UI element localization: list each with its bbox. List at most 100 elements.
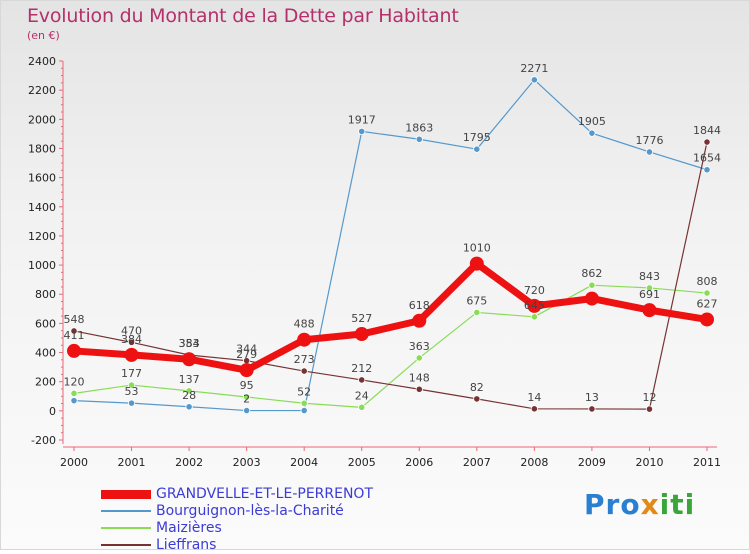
data-point: [415, 385, 423, 393]
series-layer: [67, 76, 714, 415]
data-point: [588, 129, 596, 137]
data-label: 645: [524, 299, 545, 312]
chart-subtitle: (en €): [27, 29, 60, 42]
legend: GRANDVELLE-ET-LE-PERRENOT Bourguignon-lès…: [101, 486, 431, 554]
y-tick-label: 600: [35, 317, 56, 330]
data-point: [127, 338, 136, 346]
x-tick-label: 2007: [463, 456, 491, 469]
x-tick-label: 2005: [348, 456, 376, 469]
data-label: 363: [409, 340, 430, 353]
data-point: [358, 403, 366, 411]
data-label: 627: [697, 297, 718, 310]
data-label: 53: [125, 385, 139, 398]
series-line-2: [73, 284, 708, 408]
data-point: [642, 303, 657, 318]
data-point: [243, 406, 251, 415]
data-label: 1795: [463, 131, 491, 144]
data-point: [530, 405, 538, 413]
data-label: 14: [527, 391, 541, 404]
data-label: 1905: [578, 115, 606, 128]
legend-swatch: [101, 510, 151, 512]
data-label: 2271: [520, 62, 548, 75]
legend-item: Lieffrans: [101, 537, 431, 554]
legend-label: Lieffrans: [156, 537, 217, 553]
y-tick-label: 2400: [28, 55, 56, 68]
data-point: [185, 387, 193, 395]
data-label: 2: [243, 393, 250, 406]
data-label: 177: [121, 367, 142, 380]
series-line-0: [70, 260, 711, 374]
data-point: [354, 327, 369, 342]
data-point: [300, 406, 308, 415]
data-label: 1776: [635, 134, 663, 147]
y-tick-label: 1400: [28, 201, 56, 214]
data-point: [297, 332, 312, 347]
data-label: 488: [294, 318, 315, 331]
y-tick-label: -200: [31, 434, 56, 447]
data-point: [127, 381, 136, 389]
data-point: [588, 405, 596, 413]
data-label: 24: [355, 389, 369, 402]
data-label: 527: [351, 312, 372, 325]
data-point: [70, 389, 78, 397]
data-point: [473, 145, 481, 153]
legend-swatch: [101, 489, 151, 499]
x-tick-label: 2008: [520, 456, 548, 469]
y-tick-label: 1600: [28, 172, 56, 185]
x-tick-label: 2006: [405, 456, 433, 469]
data-point: [300, 367, 308, 375]
x-tick-label: 2002: [175, 456, 203, 469]
data-label: 548: [64, 313, 85, 326]
data-label: 137: [179, 373, 200, 386]
data-point: [530, 76, 538, 84]
data-label: 411: [64, 329, 85, 342]
data-point: [469, 256, 484, 271]
data-label: 1844: [693, 124, 721, 137]
y-tick-label: 1000: [28, 259, 56, 272]
data-label: 95: [240, 379, 254, 392]
data-point: [182, 352, 197, 367]
data-label: 344: [236, 343, 257, 356]
data-label: 354: [179, 337, 200, 350]
x-tick-label: 2004: [290, 456, 318, 469]
data-point: [412, 313, 427, 328]
y-tick-label: 1800: [28, 142, 56, 155]
data-label: 212: [351, 362, 372, 375]
x-tick-label: 2009: [578, 456, 606, 469]
data-point: [127, 399, 136, 407]
chart-title: Evolution du Montant de la Dette par Hab…: [27, 5, 459, 27]
proxiti-logo: Proxiti: [584, 488, 696, 521]
data-label: 383: [179, 337, 200, 350]
data-point: [645, 405, 654, 413]
axes: -200 0 200 400 600 800 1000 1200 1400 1600 1800 200…: [28, 55, 721, 469]
data-point: [358, 376, 366, 384]
y-tick-label: 0: [49, 405, 56, 418]
legend-item: Maizières: [101, 520, 431, 537]
data-label: 470: [121, 324, 142, 337]
data-point: [473, 308, 481, 317]
x-tick-label: 2003: [233, 456, 261, 469]
data-label: 82: [470, 381, 484, 394]
y-tick-label: 200: [35, 376, 56, 389]
legend-item: GRANDVELLE-ET-LE-PERRENOT: [101, 486, 431, 503]
x-tick-label: 2001: [118, 456, 146, 469]
data-label: 675: [466, 294, 487, 307]
y-tick-label: 2000: [28, 113, 56, 126]
data-point: [243, 393, 251, 401]
x-tick-label: 2011: [693, 456, 721, 469]
data-label: 273: [294, 353, 315, 366]
legend-swatch: [101, 527, 151, 529]
data-point: [124, 347, 139, 362]
y-tick-label: 400: [35, 347, 56, 360]
data-point: [67, 343, 81, 358]
series-line-1: [73, 79, 708, 412]
y-tick-label: 1200: [28, 230, 56, 243]
legend-label: GRANDVELLE-ET-LE-PERRENOT: [156, 486, 374, 502]
data-point: [70, 397, 78, 405]
line-chart: -200 0 200 400 600 800 1000 1200 1400 1600 1800 200…: [28, 55, 721, 469]
x-tick-label: 2010: [635, 456, 663, 469]
data-label: 279: [236, 348, 257, 361]
legend-label: Bourguignon-lès-la-Charité: [156, 503, 344, 519]
data-label: 1917: [348, 113, 376, 126]
